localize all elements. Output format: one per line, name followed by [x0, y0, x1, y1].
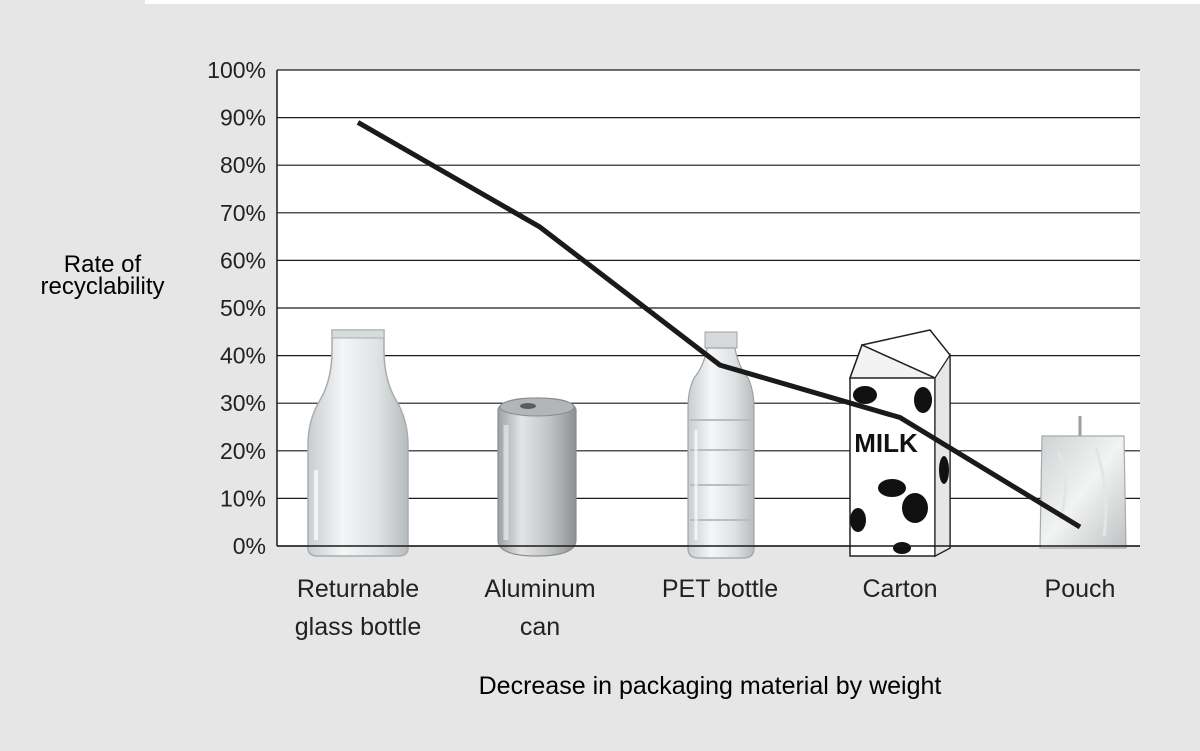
- y-tick-label-9: 90%: [220, 105, 266, 131]
- y-tick-label-3: 30%: [220, 390, 266, 416]
- x-tick-label-3: Carton: [862, 575, 937, 603]
- pouch-image: [1039, 416, 1127, 549]
- y-axis-label: Rate of recyclability: [20, 251, 185, 300]
- y-tick-label-1: 10%: [220, 485, 266, 511]
- milk-carton-image: MILK: [848, 329, 951, 558]
- glass-bottle-image: [307, 329, 409, 557]
- pet-bottle-image: [687, 331, 755, 559]
- y-tick-label-2: 20%: [220, 438, 266, 464]
- x-tick-label-1: Aluminum can: [484, 575, 595, 641]
- y-tick-label-8: 80%: [220, 152, 266, 178]
- y-tick-label-6: 60%: [220, 247, 266, 273]
- x-tick-label-0: Returnable glass bottle: [295, 575, 421, 641]
- carton-label: MILK: [854, 428, 918, 458]
- x-axis-label: Decrease in packaging material by weight: [478, 672, 942, 700]
- aluminum-can-image: [497, 397, 577, 557]
- x-tick-label-4: Pouch: [1045, 575, 1116, 603]
- y-axis-label-line-1: Rate of: [63, 251, 142, 278]
- y-tick-label-10: 100%: [207, 57, 266, 83]
- y-tick-label-0: 0%: [233, 533, 266, 559]
- y-tick-label-4: 40%: [220, 343, 266, 369]
- y-tick-label-7: 70%: [220, 200, 266, 226]
- y-axis-label-line-2: recyclability: [40, 273, 165, 300]
- x-tick-label-2: PET bottle: [662, 575, 778, 603]
- top-strip: [145, 0, 1200, 4]
- y-tick-label-5: 50%: [220, 295, 266, 321]
